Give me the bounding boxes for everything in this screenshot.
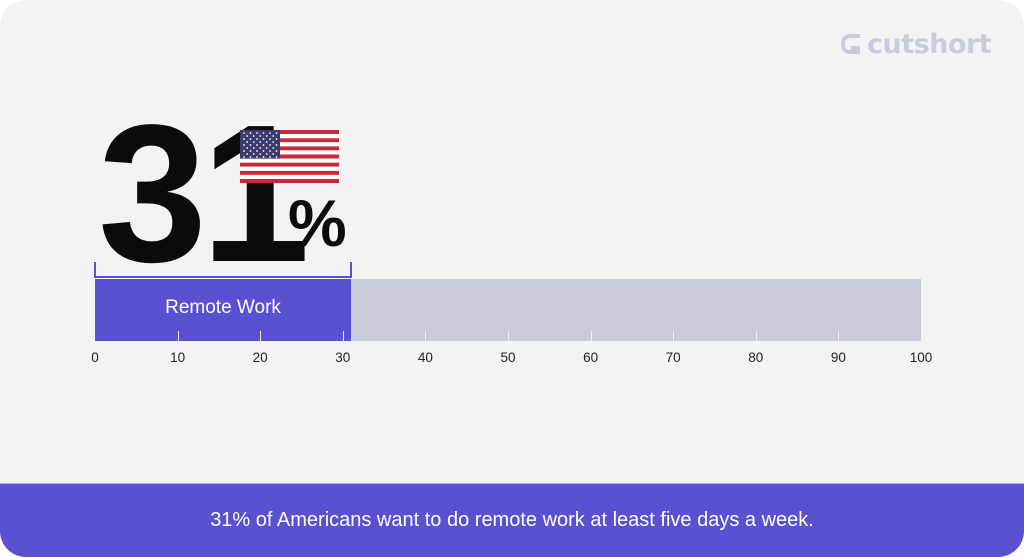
brand-name: cutshort — [867, 28, 992, 60]
caption-banner: 31% of Americans want to do remote work … — [0, 483, 1024, 557]
value-bracket-line — [95, 276, 351, 278]
value-bracket-right — [350, 262, 352, 278]
tick-label: 50 — [500, 350, 516, 365]
tick-label: 90 — [830, 350, 846, 365]
tick-label: 10 — [170, 350, 186, 365]
tick-mark — [342, 331, 344, 341]
tick-label: 30 — [335, 350, 351, 365]
tick-mark — [838, 331, 840, 341]
tick-mark — [673, 331, 675, 341]
bar-label: Remote Work — [165, 296, 281, 318]
headline-number: 31 — [98, 84, 310, 303]
tick-mark — [177, 331, 179, 341]
us-flag-icon — [240, 130, 339, 183]
headline-percent-sign: % — [288, 186, 347, 260]
tick-label: 80 — [748, 350, 764, 365]
tick-label: 0 — [91, 350, 99, 365]
bar-fill-remote-work: Remote Work — [95, 279, 352, 341]
tick-mark — [590, 331, 592, 341]
value-bracket-left — [94, 262, 96, 278]
tick-label: 60 — [583, 350, 599, 365]
tick-mark — [260, 331, 262, 341]
tick-label: 40 — [417, 350, 433, 365]
tick-mark — [425, 331, 427, 341]
tick-label: 100 — [909, 350, 933, 365]
caption-text: 31% of Americans want to do remote work … — [210, 508, 814, 531]
brand-logo: cutshort — [840, 28, 992, 60]
tick-label: 20 — [252, 350, 268, 365]
tick-mark — [508, 331, 509, 341]
tick-label: 70 — [665, 350, 681, 365]
cutshort-logo-icon — [841, 34, 860, 54]
bar-track: Remote Work — [95, 279, 921, 341]
tick-mark — [755, 331, 757, 341]
